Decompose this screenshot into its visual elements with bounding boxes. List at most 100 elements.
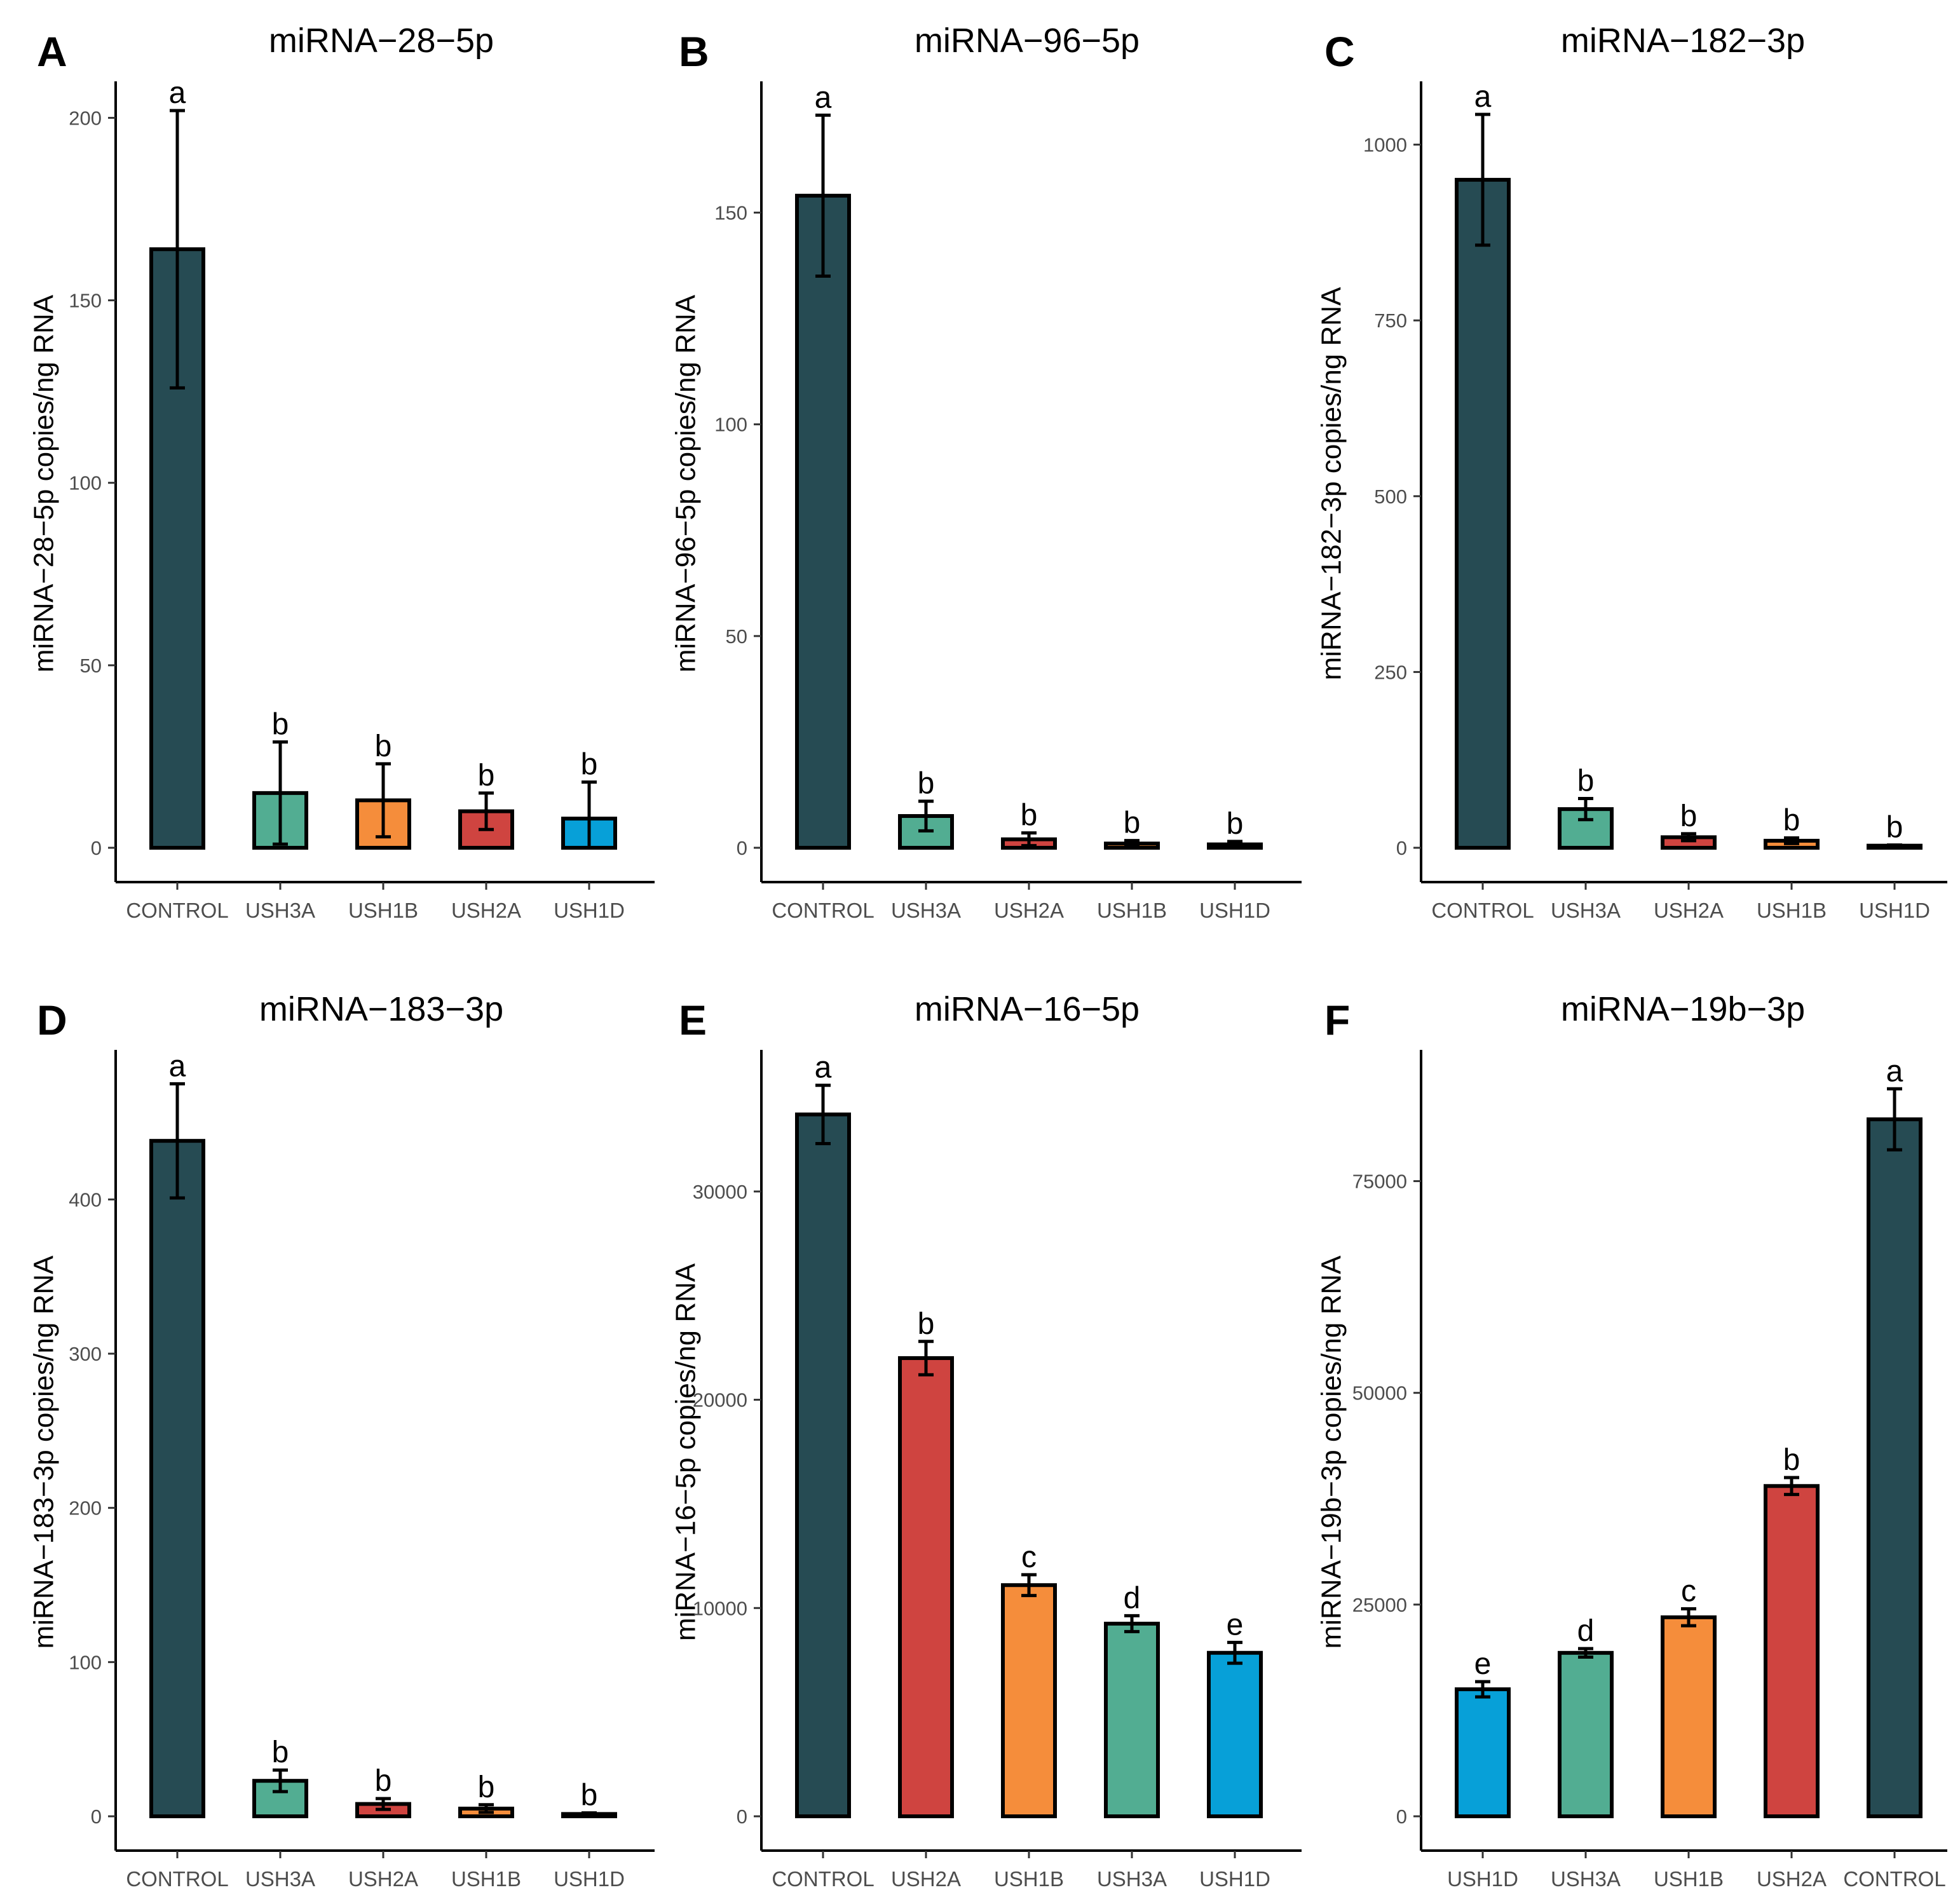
significance-label: b xyxy=(478,759,495,792)
x-tick-label: CONTROL xyxy=(126,1867,228,1891)
error-bar xyxy=(1784,1476,1799,1497)
panel-letter: A xyxy=(37,28,67,75)
panel-letter: B xyxy=(679,28,709,75)
error-bar xyxy=(1784,836,1799,845)
significance-label: b xyxy=(478,1771,495,1804)
y-tick-label: 100 xyxy=(69,472,102,494)
y-tick-label: 0 xyxy=(91,837,102,859)
significance-label: e xyxy=(1227,1608,1244,1642)
error-bar xyxy=(582,780,597,850)
y-axis-label: miRNA−16−5p copies/ng RNA xyxy=(670,1263,702,1641)
error-bar xyxy=(1124,839,1140,848)
x-tick-label: CONTROL xyxy=(126,899,228,922)
significance-label: b xyxy=(1680,799,1698,833)
y-tick-label: 10000 xyxy=(693,1597,747,1619)
significance-label: b xyxy=(918,1307,935,1341)
x-tick-label: USH1B xyxy=(1757,899,1827,922)
error-bar xyxy=(479,791,494,831)
error-bar xyxy=(1021,831,1037,848)
bar-control xyxy=(149,1139,205,1818)
y-axis-label: miRNA−96−5p copies/ng RNA xyxy=(670,294,702,672)
y-tick-label: 300 xyxy=(69,1343,102,1365)
significance-label: a xyxy=(1474,80,1492,114)
chart-title: miRNA−19b−3p xyxy=(1561,990,1805,1028)
error-bar xyxy=(1887,843,1902,848)
y-tick-label: 0 xyxy=(737,837,747,859)
error-bar xyxy=(1578,1647,1593,1659)
x-tick-label: USH1D xyxy=(1447,1867,1518,1891)
significance-label: a xyxy=(169,1049,186,1083)
y-axis-label: miRNA−19b−3p copies/ng RNA xyxy=(1316,1255,1347,1649)
y-tick-label: 0 xyxy=(91,1805,102,1828)
significance-label: b xyxy=(918,767,935,801)
x-tick-label: USH3A xyxy=(245,899,315,922)
bar-control xyxy=(1455,177,1511,850)
x-tick-label: USH1B xyxy=(1654,1867,1724,1891)
chart-title: miRNA−96−5p xyxy=(915,22,1140,60)
error-bar xyxy=(273,1768,288,1793)
x-tick-label: USH1B xyxy=(994,1867,1064,1891)
panel-letter: C xyxy=(1324,28,1355,75)
significance-label: b xyxy=(581,748,598,782)
error-bar xyxy=(1887,1087,1902,1152)
y-tick-label: 0 xyxy=(1396,837,1407,859)
x-tick-label: USH1D xyxy=(554,899,625,922)
y-tick-label: 750 xyxy=(1374,309,1407,332)
significance-label: e xyxy=(1474,1647,1492,1681)
error-bar xyxy=(1681,832,1696,843)
bar-ush2a xyxy=(898,1356,954,1818)
y-axis-label: miRNA−182−3p copies/ng RNA xyxy=(1316,287,1347,680)
error-bar xyxy=(1227,1640,1242,1665)
error-bar xyxy=(815,1084,831,1145)
significance-label: c xyxy=(1681,1575,1696,1608)
error-bar xyxy=(1021,1573,1037,1598)
y-tick-label: 150 xyxy=(714,202,747,224)
significance-label: b xyxy=(581,1779,598,1812)
error-bar xyxy=(1475,112,1490,247)
bar-ush1d xyxy=(1455,1687,1511,1819)
y-tick-label: 30000 xyxy=(693,1181,747,1203)
bar-control xyxy=(1867,1117,1923,1818)
x-tick-label: USH3A xyxy=(1551,899,1621,922)
error-bar xyxy=(479,1803,494,1814)
error-bar xyxy=(815,113,831,278)
significance-label: b xyxy=(375,1764,392,1798)
y-tick-label: 50 xyxy=(80,655,102,677)
bar-control xyxy=(795,1112,851,1818)
significance-label: b xyxy=(375,730,392,763)
chart-title: miRNA−183−3p xyxy=(259,990,503,1028)
error-bar xyxy=(1227,840,1242,849)
x-tick-label: USH1D xyxy=(1199,1867,1270,1891)
x-tick-label: USH3A xyxy=(1097,1867,1167,1891)
y-tick-label: 0 xyxy=(737,1805,747,1828)
bar-ush3a xyxy=(1558,1650,1614,1818)
y-tick-label: 100 xyxy=(714,414,747,436)
panel-letter: E xyxy=(679,996,707,1044)
bar-ush1d xyxy=(1207,1650,1263,1819)
x-tick-label: CONTROL xyxy=(772,1867,874,1891)
bar-ush2a xyxy=(1764,1484,1820,1819)
x-tick-label: CONTROL xyxy=(1843,1867,1945,1891)
bar-ush3a xyxy=(1104,1621,1160,1818)
y-tick-label: 150 xyxy=(69,290,102,312)
x-tick-label: USH2A xyxy=(1654,899,1724,922)
significance-label: a xyxy=(815,1051,832,1085)
x-tick-label: USH1B xyxy=(451,1867,521,1891)
x-tick-label: USH1D xyxy=(1859,899,1930,922)
significance-label: b xyxy=(1021,799,1038,833)
y-tick-label: 200 xyxy=(69,1497,102,1520)
y-tick-label: 500 xyxy=(1374,486,1407,508)
significance-label: b xyxy=(272,707,289,741)
y-tick-label: 50 xyxy=(726,625,747,648)
significance-label: d xyxy=(1577,1614,1595,1648)
error-bar xyxy=(918,1340,934,1377)
x-tick-label: USH2A xyxy=(891,1867,961,1891)
y-tick-label: 20000 xyxy=(693,1389,747,1411)
y-tick-label: 250 xyxy=(1374,661,1407,683)
